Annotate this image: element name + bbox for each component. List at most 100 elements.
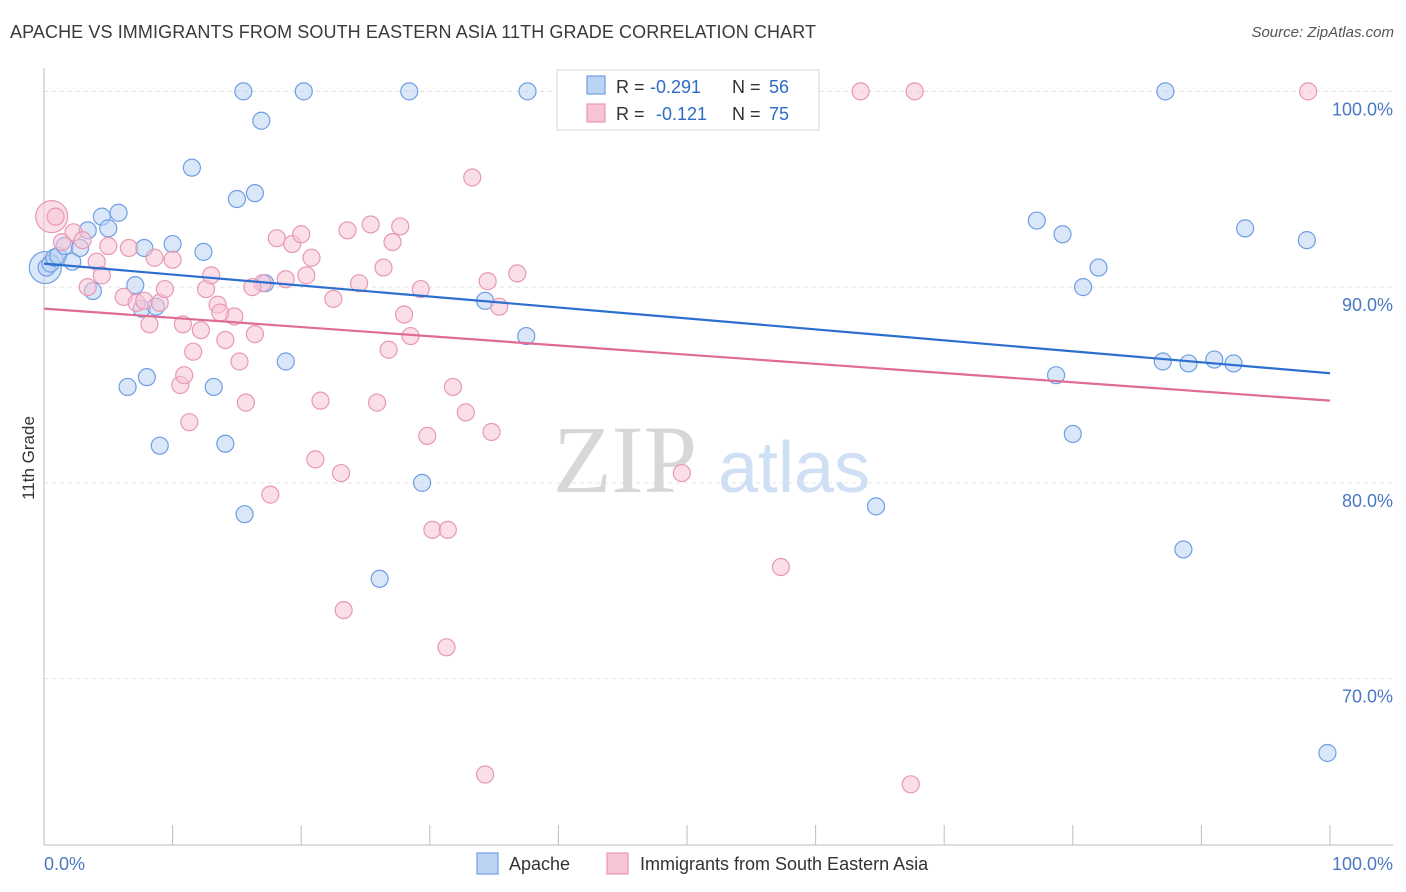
immigrants-trend-line — [43, 307, 1331, 402]
immigrants-point — [211, 303, 230, 322]
immigrants-point — [374, 258, 393, 277]
immigrants-point — [394, 305, 414, 324]
apache-point — [1297, 231, 1316, 250]
immigrants-point — [338, 221, 357, 240]
watermark-atlas: atlas — [718, 428, 870, 508]
immigrants-point — [292, 225, 311, 244]
immigrants-point — [216, 330, 235, 350]
apache-point — [1153, 352, 1172, 371]
apache-point — [1156, 82, 1175, 101]
immigrants-point — [508, 264, 527, 283]
immigrants-point — [901, 775, 920, 794]
immigrants-point — [202, 266, 221, 285]
apache-point — [517, 326, 536, 346]
immigrants-point — [175, 366, 194, 385]
immigrants-point — [475, 765, 495, 784]
immigrants-point — [297, 266, 316, 285]
apache-point — [118, 377, 137, 397]
apache-point — [216, 434, 235, 453]
immigrants-point — [443, 377, 463, 397]
apache-point — [1179, 354, 1198, 373]
immigrants-point — [267, 229, 286, 248]
immigrants-point — [905, 82, 924, 101]
gridlines — [44, 90, 1393, 680]
immigrants-point — [324, 289, 343, 308]
apache-point — [227, 189, 246, 209]
immigrants-point — [490, 297, 509, 316]
legend-immigrants-r-value: -0.121 — [656, 104, 707, 124]
immigrants-point — [334, 600, 353, 620]
immigrants-point — [851, 82, 870, 101]
immigrants-point — [438, 520, 457, 539]
apache-point — [150, 436, 169, 455]
immigrants-point — [418, 426, 437, 445]
apache-point — [137, 368, 156, 387]
x-tick-label-max: 100.0% — [1332, 854, 1393, 874]
immigrants-point — [411, 279, 430, 299]
legend-box: R = -0.291 N = 56 R = -0.121 N = 75 — [556, 69, 820, 131]
y-tick-label: 80.0% — [1342, 491, 1393, 511]
immigrants-point — [173, 315, 192, 334]
apache-point — [276, 352, 295, 371]
y-axis-title: 11th Grade — [19, 416, 38, 500]
legend-apache-n-value: 56 — [769, 77, 789, 97]
legend-apache-n-label: N = — [732, 77, 761, 97]
bottom-legend-apache-label: Apache — [509, 854, 570, 874]
immigrants-point — [46, 207, 65, 226]
y-tick-label: 100.0% — [1332, 99, 1393, 119]
data-points — [28, 82, 1337, 794]
apache-point — [370, 569, 389, 588]
apache-point — [1236, 219, 1255, 238]
bottom-legend: Apache Immigrants from South Eastern Asi… — [476, 852, 929, 875]
immigrants-point — [140, 315, 159, 334]
immigrants-point — [306, 450, 325, 469]
immigrants-point — [383, 232, 402, 252]
immigrants-point — [236, 393, 256, 412]
immigrants-point — [99, 236, 118, 256]
apache-point — [294, 82, 313, 101]
watermark: ZIP atlas — [553, 406, 870, 513]
immigrants-point — [331, 463, 351, 483]
apache-point — [1053, 225, 1072, 244]
apache-point — [1318, 743, 1337, 763]
immigrants-point — [52, 232, 72, 252]
apache-point — [204, 377, 223, 397]
watermark-zip: ZIP — [553, 406, 697, 513]
apache-point — [163, 234, 182, 254]
immigrants-point — [463, 168, 482, 187]
legend-apache-r-label: R = — [616, 77, 645, 97]
immigrants-point — [482, 422, 501, 442]
apache-point — [400, 82, 419, 101]
apache-point — [518, 82, 537, 101]
apache-point — [866, 497, 886, 516]
legend-immigrants-r-label: R = — [616, 104, 645, 124]
immigrants-point — [1299, 82, 1318, 101]
apache-point — [1174, 540, 1193, 559]
immigrants-point — [261, 485, 280, 504]
immigrants-point — [379, 340, 398, 359]
immigrants-point — [437, 638, 456, 657]
apache-point — [1063, 424, 1082, 444]
apache-trend-line — [43, 262, 1331, 375]
legend-apache-swatch — [586, 75, 606, 95]
immigrants-point — [349, 274, 369, 293]
y-tick-label: 90.0% — [1342, 295, 1393, 315]
legend-immigrants-swatch — [586, 103, 606, 123]
apache-point — [235, 505, 254, 524]
immigrants-point — [163, 250, 182, 269]
immigrants-point — [184, 342, 203, 361]
immigrants-point — [456, 403, 475, 422]
legend-apache-r-value: -0.291 — [650, 77, 701, 97]
legend-immigrants-n-value: 75 — [769, 104, 789, 124]
apache-point — [252, 111, 271, 130]
apache-point — [1046, 366, 1066, 385]
immigrants-point — [180, 413, 199, 432]
apache-point — [1205, 350, 1224, 369]
immigrants-point — [672, 463, 691, 483]
immigrants-point — [391, 217, 410, 236]
apache-point — [412, 473, 432, 492]
bottom-legend-immigrants-label: Immigrants from South Eastern Asia — [640, 854, 929, 874]
apache-point — [245, 184, 265, 203]
immigrants-point — [245, 324, 265, 344]
